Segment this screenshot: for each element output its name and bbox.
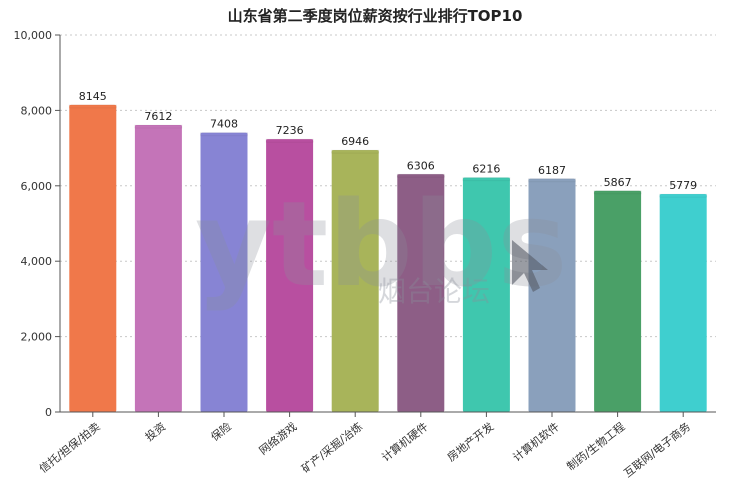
watermark-subtitle: 烟台论坛: [378, 275, 490, 308]
bar: [331, 150, 379, 412]
bars: [68, 104, 708, 413]
x-tick-label: 网络游戏: [256, 419, 299, 457]
watermark: ytbbs 烟台论坛: [195, 175, 568, 313]
bar: [200, 132, 248, 413]
y-tick-label: 6,000: [21, 180, 53, 193]
data-label: 7408: [210, 118, 238, 131]
x-tick-label: 制药/生物工程: [564, 419, 628, 473]
bar-top: [528, 178, 576, 183]
x-tick-label: 信托/担保/拍卖: [36, 419, 102, 475]
data-label: 6187: [538, 164, 566, 177]
x-tick-label: 计算机软件: [510, 419, 562, 464]
data-label: 8145: [79, 90, 107, 103]
bar: [528, 178, 576, 412]
bar-top: [659, 193, 708, 198]
watermark-logo: ytbbs: [195, 175, 568, 313]
data-label: 7236: [276, 124, 304, 137]
x-tick-label: 房地产开发: [444, 419, 496, 464]
bar: [266, 139, 314, 412]
bar: [462, 177, 510, 412]
bar: [134, 125, 182, 413]
data-label: 5779: [669, 179, 697, 192]
x-axis: 信托/担保/拍卖 投资 保险 网络游戏 矿产/采掘/冶炼 计算机硬件 房地产开发 计算机软件制…: [36, 411, 716, 480]
bar-top: [134, 124, 183, 129]
bar: [69, 104, 117, 412]
x-tick-label: 互联网/电子商务: [621, 419, 693, 480]
y-tick-label: 4,000: [21, 255, 53, 268]
x-tick-label: 计算机硬件: [379, 419, 431, 464]
data-label: 6946: [341, 135, 369, 148]
bar-top: [200, 132, 248, 137]
bar-top: [265, 138, 314, 143]
y-tick-label: 10,000: [14, 29, 53, 42]
x-tick-label: 投资: [142, 419, 168, 444]
data-label: 5867: [604, 176, 632, 189]
bar: [594, 190, 642, 412]
x-tick-label: 保险: [208, 419, 234, 444]
data-label: 6216: [472, 163, 500, 176]
bar-top: [593, 190, 642, 195]
bar-top: [331, 149, 380, 154]
data-labels: 8145 7612 7408 7236 6946 6306 6216 6187 5867 5779: [79, 90, 697, 192]
x-tick-label: 矿产/采掘/冶炼: [299, 419, 365, 475]
bar: [397, 174, 445, 412]
bar-top: [396, 173, 445, 178]
y-tick-label: 2,000: [21, 331, 53, 344]
y-tick-label: 0: [45, 406, 52, 419]
data-label: 7612: [144, 110, 172, 123]
bar: [659, 194, 707, 412]
bar-top: [68, 104, 117, 109]
y-tick-label: 8,000: [21, 104, 53, 117]
cursor-icon: [512, 240, 548, 292]
bar-top: [462, 177, 511, 182]
chart-title: 山东省第二季度岗位薪资按行业排行TOP10: [228, 7, 523, 25]
y-axis: 0 2,000 4,000 6,000 8,000 10,000: [14, 29, 61, 419]
data-label: 6306: [407, 159, 435, 172]
